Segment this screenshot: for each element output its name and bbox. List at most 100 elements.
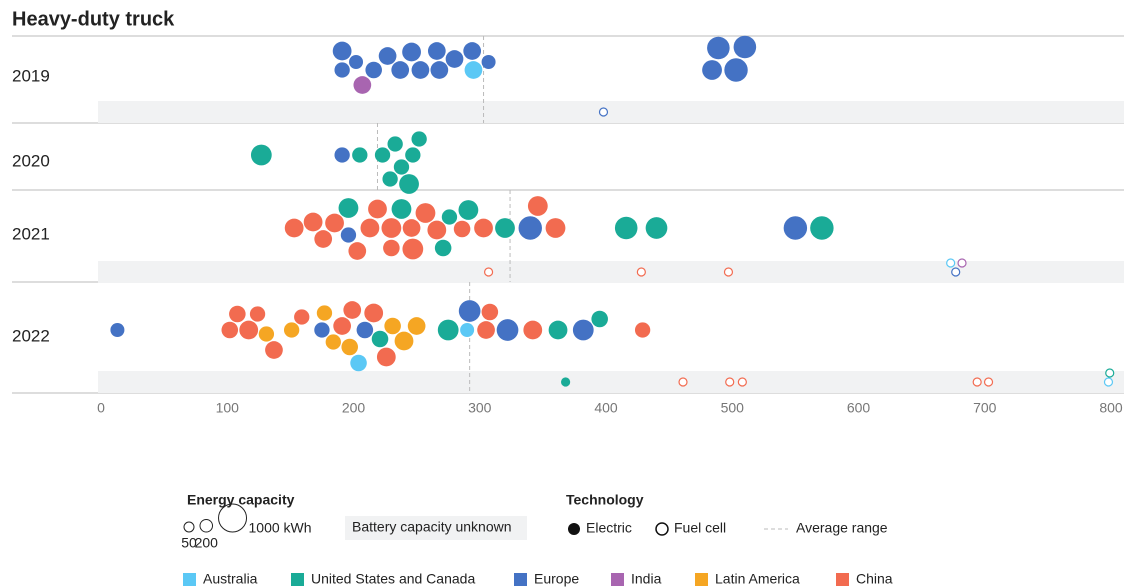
unknown-point — [951, 267, 961, 277]
bubble — [614, 216, 638, 240]
bubble — [250, 144, 272, 166]
x-tick-label: 800 — [1099, 400, 1123, 416]
unknown-point — [972, 377, 982, 387]
bubble — [221, 321, 239, 339]
bubble — [334, 62, 350, 78]
technology-title: Technology — [566, 492, 644, 508]
bubble — [733, 35, 757, 59]
size-legend-label: 200 — [195, 535, 219, 551]
bubble — [481, 55, 496, 69]
bubble — [523, 320, 543, 340]
x-tick-label: 100 — [216, 400, 240, 416]
bubble — [356, 321, 374, 339]
bubble — [284, 218, 304, 238]
unknown-point — [1105, 368, 1115, 378]
bubble — [341, 338, 358, 356]
bubble — [325, 334, 341, 350]
region-label: Latin America — [715, 571, 800, 587]
region-swatch — [291, 573, 304, 586]
bubble — [384, 317, 401, 335]
size-legend-circle — [218, 503, 248, 533]
technology-label: Fuel cell — [674, 520, 726, 536]
bubble — [348, 242, 367, 260]
unknown-point — [957, 258, 967, 268]
year-label: 2022 — [12, 326, 50, 345]
bubble — [402, 219, 421, 237]
bubble — [353, 76, 372, 94]
bubble — [707, 36, 730, 60]
bubble — [415, 203, 436, 223]
bubble — [411, 61, 430, 79]
bubble — [405, 147, 421, 163]
bubble — [340, 227, 357, 243]
bubble — [364, 303, 384, 323]
unknown-band — [98, 371, 1124, 393]
bubble — [368, 199, 387, 219]
bubble — [527, 196, 548, 216]
bubble — [334, 147, 350, 163]
bubble — [545, 218, 566, 238]
bubble — [110, 323, 125, 337]
year-label: 2019 — [12, 66, 50, 85]
x-tick-label: 600 — [847, 400, 871, 416]
size-legend-circle — [183, 521, 195, 533]
bubble — [407, 317, 426, 335]
unknown-legend-box — [345, 516, 527, 540]
bubble — [572, 319, 594, 341]
region-swatch — [836, 573, 849, 586]
region-swatch — [611, 573, 624, 586]
bubble — [445, 50, 464, 68]
bubble — [394, 331, 414, 351]
region-swatch — [183, 573, 196, 586]
unknown-band — [98, 101, 1124, 123]
bubble — [391, 199, 412, 219]
bubble — [402, 42, 421, 62]
technology-marker — [655, 522, 669, 536]
bubble — [338, 198, 359, 218]
bubble — [430, 61, 449, 79]
x-tick-label: 400 — [594, 400, 618, 416]
size-legend-label: 1000 kWh — [249, 520, 312, 536]
region-label: China — [856, 571, 893, 587]
bubble — [249, 306, 266, 322]
bubble — [783, 216, 808, 240]
unknown-point — [946, 258, 956, 268]
year-label: 2021 — [12, 224, 50, 243]
bubble — [239, 320, 259, 340]
bubble — [402, 238, 424, 260]
technology-marker — [568, 523, 580, 535]
bubble — [702, 60, 722, 80]
unknown-legend-label: Battery capacity unknown — [352, 519, 512, 535]
bubble — [374, 147, 391, 163]
bubble — [591, 310, 608, 328]
bubble — [427, 220, 447, 240]
region-label: Australia — [203, 571, 258, 587]
bubble — [383, 239, 400, 257]
region-label: United States and Canada — [311, 571, 475, 587]
unknown-point — [560, 377, 571, 387]
bubble — [333, 317, 351, 335]
bubble — [376, 347, 396, 367]
x-tick-label: 200 — [342, 400, 366, 416]
bubble — [360, 218, 380, 238]
bubble — [437, 319, 459, 341]
bubble — [496, 319, 519, 341]
bubble — [411, 131, 427, 147]
bubble — [634, 322, 651, 338]
bubble — [332, 41, 352, 61]
bubble — [399, 174, 419, 194]
bubble — [495, 218, 515, 238]
bubble — [810, 216, 834, 240]
bubble — [387, 136, 403, 152]
bubble — [352, 147, 368, 163]
region-label: India — [631, 571, 662, 587]
technology-label: Electric — [586, 520, 632, 536]
bubble — [303, 212, 323, 232]
bubble — [325, 213, 344, 233]
bubble — [458, 300, 481, 322]
size-legend-circle — [199, 518, 214, 533]
bubble — [464, 61, 483, 79]
x-tick-label: 500 — [721, 400, 745, 416]
unknown-point — [723, 267, 734, 277]
